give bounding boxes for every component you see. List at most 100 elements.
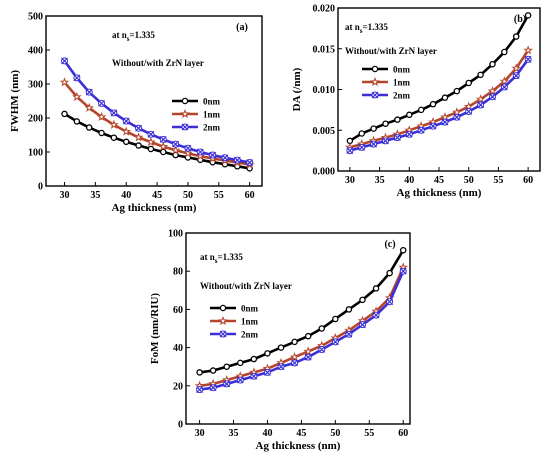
x-tick-label: 30 — [195, 428, 205, 439]
y-tick-label: 0.020 — [313, 4, 336, 15]
data-point-0nm — [465, 79, 472, 87]
data-point-2nm — [429, 122, 437, 130]
legend-title: Without/with ZrN layer — [200, 281, 292, 291]
series-line-1nm — [199, 266, 405, 388]
data-point-2nm — [399, 267, 407, 275]
y-axis-label: DA (/nm) — [291, 67, 303, 111]
data-point-1nm — [121, 126, 132, 136]
y-tick-label: 0 — [38, 182, 43, 193]
x-tick-label: 30 — [60, 190, 70, 201]
data-point-0nm — [172, 151, 179, 159]
y-tick-label: 60 — [173, 305, 183, 316]
data-point-0nm — [209, 367, 217, 374]
data-point-2nm — [122, 117, 130, 125]
data-point-2nm — [405, 130, 413, 138]
x-tick-label: 35 — [229, 428, 239, 439]
x-tick-label: 40 — [262, 428, 272, 439]
data-point-0nm — [122, 138, 130, 146]
y-tick-label: 40 — [173, 343, 183, 354]
data-point-2nm — [61, 57, 68, 65]
data-point-1nm — [170, 145, 181, 155]
series-line-0nm — [63, 112, 250, 170]
panel-label: (a) — [236, 22, 248, 33]
y-tick-label: 400 — [28, 46, 43, 57]
data-point-0nm — [441, 94, 449, 101]
y-tick-label: 0.015 — [313, 44, 336, 55]
legend-marker-2nm — [181, 123, 189, 131]
series-line-0nm — [199, 249, 405, 374]
legend-label-1nm: 1nm — [241, 317, 259, 327]
legend-label-1nm: 1nm — [393, 78, 411, 88]
data-point-0nm — [386, 269, 393, 277]
data-point-0nm — [264, 350, 271, 357]
data-point-1nm — [158, 141, 169, 151]
x-tick-label: 40 — [121, 190, 131, 201]
data-point-2nm — [110, 109, 118, 117]
x-tick-label: 55 — [364, 428, 374, 439]
data-point-2nm — [221, 154, 229, 162]
series-2nm — [196, 267, 407, 394]
data-point-0nm — [85, 124, 93, 131]
data-point-2nm — [291, 359, 299, 367]
legend-title: Without/with ZrN layer — [345, 46, 437, 56]
series-2nm — [346, 55, 532, 155]
series-line-0nm — [349, 14, 530, 142]
data-point-0nm — [277, 344, 285, 351]
series-line-2nm — [349, 58, 530, 152]
legend-marker-2nm — [219, 330, 227, 338]
data-point-1nm — [84, 102, 94, 112]
legend-label-2nm: 2nm — [203, 123, 221, 133]
data-point-0nm — [501, 48, 508, 56]
data-point-2nm — [236, 376, 244, 384]
data-point-1nm — [523, 45, 533, 55]
data-point-2nm — [489, 93, 496, 101]
x-tick-label: 45 — [434, 175, 444, 186]
data-point-2nm — [370, 140, 378, 148]
data-point-0nm — [73, 118, 81, 125]
data-point-1nm — [511, 63, 522, 73]
data-point-2nm — [441, 118, 449, 126]
legend-marker-1nm — [370, 76, 380, 87]
data-point-2nm — [318, 346, 326, 353]
data-point-2nm — [73, 74, 81, 82]
series-line-1nm — [63, 81, 250, 166]
chart-panel-1: 30 35 40 45 50 55 60 0 100 200 300 400 500 Ag thickne… — [9, 12, 263, 214]
series-line-2nm — [63, 60, 250, 164]
data-point-2nm — [250, 372, 258, 380]
data-point-1nm — [487, 86, 498, 96]
chart-panel-3: 30 35 40 45 50 55 60 0 20 40 60 80 100 Ag thickness (… — [149, 229, 411, 452]
y-tick-label: 200 — [28, 114, 43, 125]
data-point-2nm — [477, 101, 485, 109]
data-point-2nm — [358, 143, 366, 151]
data-point-1nm — [475, 94, 486, 104]
data-point-2nm — [417, 126, 425, 134]
series-0nm — [196, 246, 407, 376]
legend-marker-0nm — [371, 65, 379, 73]
series-line-2nm — [199, 270, 405, 391]
data-point-2nm — [264, 369, 271, 376]
legend-marker-0nm — [181, 97, 189, 105]
data-point-0nm — [98, 129, 105, 137]
data-point-2nm — [246, 159, 254, 166]
data-point-2nm — [453, 113, 461, 121]
data-point-2nm — [500, 83, 508, 91]
data-point-0nm — [61, 110, 68, 118]
y-tick-label: 500 — [28, 12, 43, 23]
data-point-0nm — [160, 148, 167, 156]
y-tick-label: 100 — [168, 229, 183, 240]
y-tick-label: 300 — [28, 80, 43, 91]
data-point-0nm — [196, 369, 203, 376]
chart-panel-2: 30 35 40 45 50 55 60 0.000 0.005 0.010 0.015 0.020 A… — [291, 4, 541, 199]
data-point-0nm — [291, 338, 298, 346]
x-tick-label: 60 — [523, 175, 533, 186]
series-1nm — [345, 45, 533, 152]
y-tick-label: 80 — [173, 267, 183, 278]
data-point-2nm — [85, 88, 93, 96]
panel-label: (b) — [514, 14, 526, 25]
data-point-0nm — [382, 120, 389, 127]
x-tick-label: 50 — [464, 175, 474, 186]
y-tick-label: 20 — [173, 381, 183, 392]
data-point-2nm — [98, 99, 105, 107]
data-point-0nm — [370, 125, 377, 132]
data-point-2nm — [386, 298, 394, 306]
